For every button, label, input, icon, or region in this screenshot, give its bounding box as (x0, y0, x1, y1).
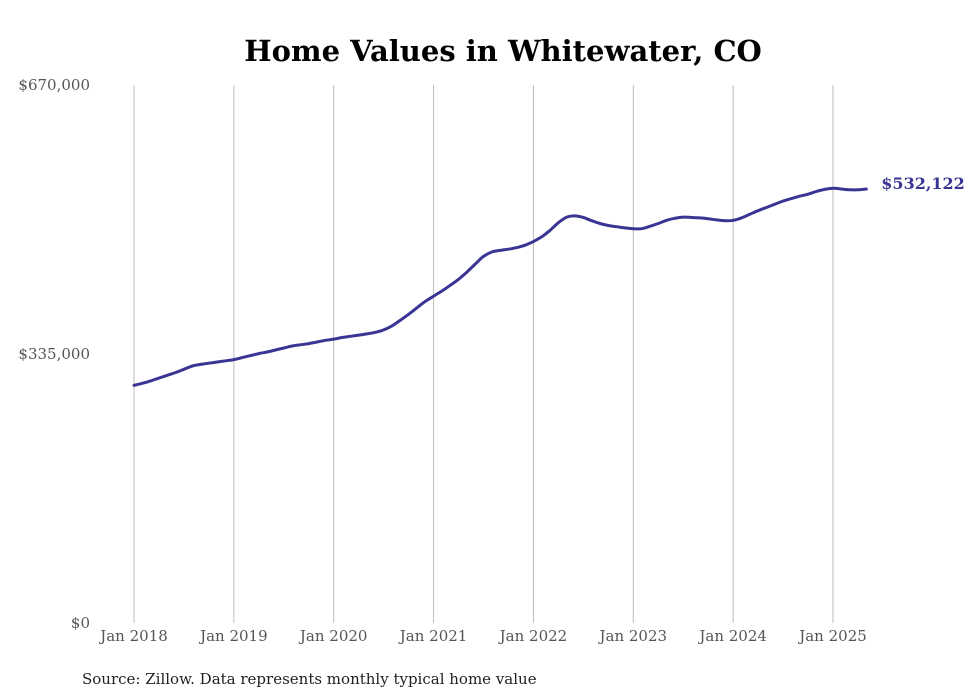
y-tick-label: $670,000 (18, 76, 90, 94)
x-tick-label: Jan 2020 (298, 627, 368, 645)
y-tick-label: $0 (71, 614, 90, 632)
x-tick-label: Jan 2019 (198, 627, 268, 645)
x-axis-tick-labels: Jan 2018 Jan 2019 Jan 2020 Jan 2021 Jan 2022… (98, 627, 867, 645)
chart-title: Home Values in Whitewater, CO (244, 34, 762, 68)
x-tick-label: Jan 2021 (398, 627, 468, 645)
x-tick-label: Jan 2025 (797, 627, 867, 645)
series-group (132, 186, 868, 387)
x-tick-label: Jan 2018 (98, 627, 168, 645)
x-tick-label: Jan 2023 (598, 627, 668, 645)
y-tick-label: $335,000 (18, 345, 90, 363)
series-line-home-value (132, 186, 868, 387)
y-axis-tick-labels: $0 $335,000 $670,000 (18, 76, 90, 632)
vertical-gridlines (133, 85, 834, 623)
end-value-label: $532,122 (881, 174, 965, 193)
x-tick-label: Jan 2024 (697, 627, 767, 645)
x-tick-label: Jan 2022 (498, 627, 568, 645)
source-note: Source: Zillow. Data represents monthly … (82, 670, 537, 688)
